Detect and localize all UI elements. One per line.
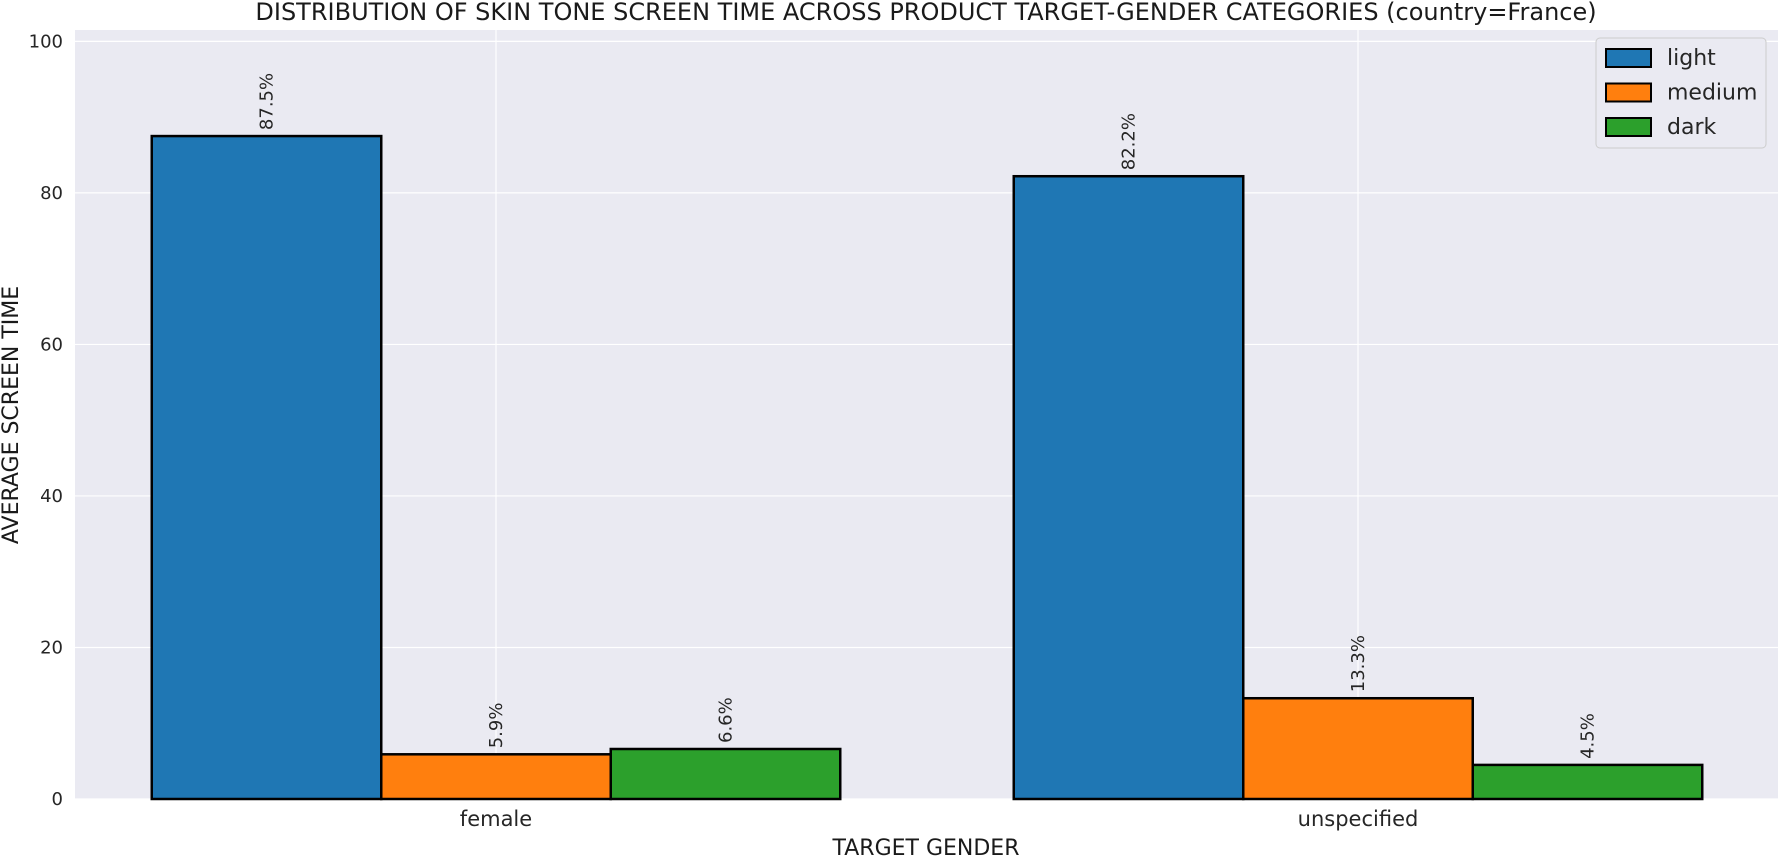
legend-swatch-light — [1605, 48, 1652, 68]
data-label-dark-unspecified: 4.5% — [1578, 713, 1599, 759]
data-label-dark-female: 6.6% — [716, 697, 737, 743]
data-label-light-female: 87.5% — [257, 73, 278, 130]
y-tick-label: 40 — [40, 486, 63, 507]
data-label-medium-female: 5.9% — [486, 703, 507, 749]
chart-title: DISTRIBUTION OF SKIN TONE SCREEN TIME AC… — [255, 0, 1596, 26]
legend-label-light: light — [1667, 46, 1716, 71]
data-label-medium-unspecified: 13.3% — [1348, 635, 1369, 692]
y-axis-title: AVERAGE SCREEN TIME — [0, 286, 24, 544]
bar-light-female — [150, 134, 383, 801]
legend-label-medium: medium — [1667, 81, 1757, 106]
y-tick-label: 20 — [40, 637, 63, 658]
legend-swatch-dark — [1605, 117, 1652, 137]
x-axis-title: TARGET GENDER — [832, 836, 1020, 859]
bar-dark-unspecified — [1471, 763, 1704, 801]
y-tick-label: 60 — [40, 334, 63, 355]
y-tick-label: 0 — [52, 789, 63, 810]
bars — [150, 134, 1704, 801]
x-tick-label-female: female — [460, 807, 532, 831]
bar-labels: 87.5% 5.9% 6.6% 82.2% 13.3% 4.5% — [257, 73, 1599, 759]
bar-dark-female — [609, 747, 842, 801]
legend: light medium dark — [1595, 37, 1767, 149]
y-tick-label: 100 — [29, 31, 63, 52]
x-tick-label-unspecified: unspecified — [1298, 807, 1419, 831]
y-tick-label: 80 — [40, 183, 63, 204]
x-axis-ticks: female unspecified — [460, 807, 1419, 831]
bar-medium-unspecified — [1242, 696, 1474, 801]
legend-swatch-medium — [1605, 82, 1652, 103]
data-label-light-unspecified: 82.2% — [1119, 113, 1140, 170]
bar-medium-female — [380, 753, 612, 801]
y-axis-ticks: 0 20 40 60 80 100 — [29, 31, 63, 810]
legend-label-dark: dark — [1667, 115, 1716, 140]
bar-light-unspecified — [1012, 174, 1245, 801]
